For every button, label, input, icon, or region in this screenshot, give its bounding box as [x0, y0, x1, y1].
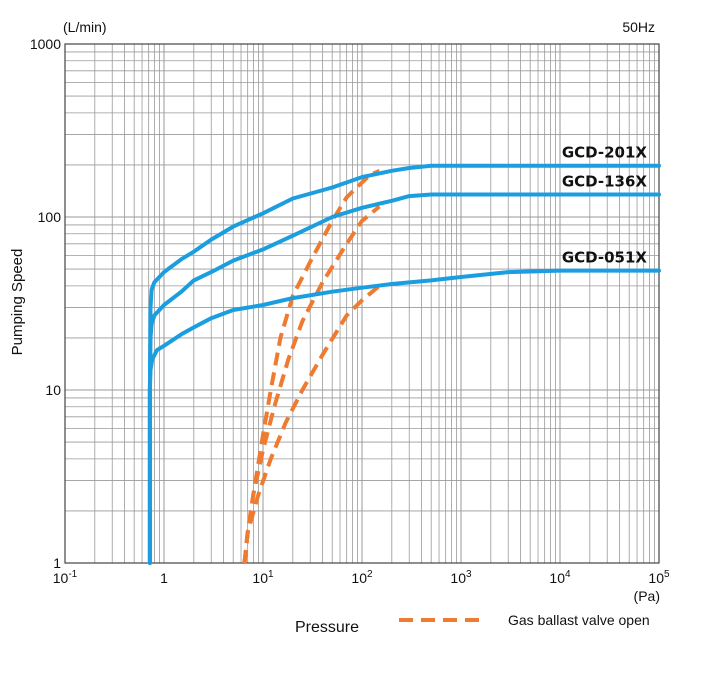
x-axis-unit: (Pa): [634, 588, 660, 604]
x-tick-label: 103: [450, 569, 472, 586]
legend-label: Gas ballast valve open: [508, 612, 650, 628]
x-tick-label: 102: [351, 569, 373, 586]
y-tick-label: 1: [53, 555, 61, 571]
series-label: GCD-201X: [562, 144, 648, 162]
x-tick-exponent: -1: [68, 569, 77, 580]
series-label: GCD-051X: [562, 249, 648, 267]
series-label: GCD-136X: [562, 172, 648, 190]
x-tick-exponent: 2: [367, 569, 373, 580]
series-line: [147, 268, 661, 565]
series-line: [147, 163, 661, 565]
y-tick-label: 100: [38, 209, 62, 225]
x-tick-exponent: 3: [466, 569, 472, 580]
legend: Gas ballast valve open: [399, 612, 650, 628]
x-tick-label: 1: [160, 570, 168, 586]
gas-ballast-curve: [242, 204, 381, 564]
grid: [64, 43, 660, 564]
gas-ballast-curve: [242, 284, 381, 564]
series-line: [147, 192, 661, 565]
y-axis-label: Pumping Speed: [9, 249, 26, 356]
x-tick-exponent: 5: [664, 569, 670, 580]
x-tick-label: 101: [252, 569, 274, 586]
x-tick-exponent: 1: [268, 569, 274, 580]
curves: GCD-201X GCD-136X GCD-051X: [147, 144, 661, 565]
x-axis-label: Pressure: [295, 619, 359, 636]
x-tick-exponent: 4: [565, 569, 571, 580]
y-tick-label: 10: [45, 382, 61, 398]
x-tick-label: 105: [648, 569, 670, 586]
plot-frame: [64, 43, 660, 564]
y-axis-unit: (L/min): [63, 19, 107, 35]
x-tick-label: 104: [549, 569, 571, 586]
frequency-label: 50Hz: [622, 19, 655, 35]
gas-ballast-curve: [242, 168, 381, 564]
y-tick-label: 1000: [30, 36, 61, 52]
x-tick-label: 10-1: [53, 569, 78, 586]
